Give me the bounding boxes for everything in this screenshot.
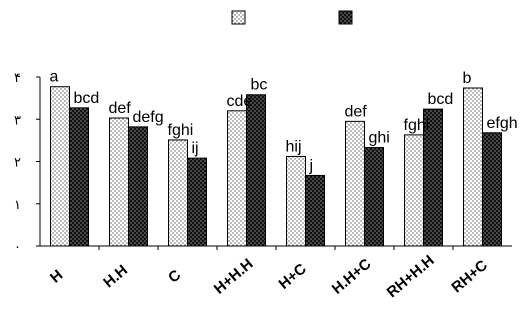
bar-data-label: bc <box>251 77 268 94</box>
bar-data-label: b <box>463 70 472 87</box>
bar-data-label: ij <box>192 140 199 157</box>
x-category-label: RH+C <box>448 257 491 297</box>
bar-series-1 <box>463 87 483 247</box>
bar-series-1 <box>109 117 129 247</box>
bar-series-1 <box>404 134 424 247</box>
bar-series-2 <box>305 174 325 247</box>
x-category-label: RH+H.H <box>384 252 438 301</box>
bar-data-label: j <box>309 157 314 174</box>
legend-swatch-series-1 <box>231 10 246 25</box>
x-category-label: C <box>165 266 184 286</box>
bar-data-label: def <box>345 103 368 120</box>
bar-series-2 <box>69 107 89 247</box>
bar-data-label: fghi <box>168 122 194 139</box>
x-category-label: H+H.H <box>211 255 257 297</box>
bar-series-2 <box>246 94 266 247</box>
x-category-label: H <box>47 267 66 287</box>
legend <box>231 10 353 25</box>
bar-data-label: cde <box>227 93 253 110</box>
y-tick-label: ۲ <box>14 156 21 171</box>
bar-series-2 <box>423 108 443 247</box>
y-tick-label: ۳ <box>14 113 21 128</box>
bar-series-1 <box>227 110 247 247</box>
bar-data-label: efgh <box>487 115 518 132</box>
legend-swatch-series-2 <box>338 10 353 25</box>
bar-data-label: hij <box>286 138 302 155</box>
bar-series-1 <box>50 86 70 247</box>
bar-data-label: def <box>109 100 132 117</box>
bar-series-1 <box>168 139 188 247</box>
bar-data-label: ghi <box>369 130 390 147</box>
bars <box>50 86 502 247</box>
bar-data-label: defg <box>133 109 164 126</box>
bar-series-2 <box>482 132 502 247</box>
bar-data-label: bcd <box>428 91 454 108</box>
bar-data-label: fghi <box>404 117 430 134</box>
x-category-label: H.H <box>100 262 131 292</box>
bar-data-label: bcd <box>74 90 100 107</box>
x-category-label: H.H+C <box>329 255 375 297</box>
y-tick-label: ۱ <box>14 198 21 213</box>
bar-series-2 <box>187 157 207 247</box>
x-category-label: H+C <box>275 260 309 293</box>
y-tick-label: ۰ <box>14 240 21 255</box>
bar-data-label: a <box>50 69 59 86</box>
bar-series-1 <box>345 120 365 247</box>
bar-series-2 <box>128 126 148 247</box>
y-tick-label: ۴ <box>14 71 21 86</box>
bar-series-1 <box>286 155 306 247</box>
bar-series-2 <box>364 147 384 247</box>
